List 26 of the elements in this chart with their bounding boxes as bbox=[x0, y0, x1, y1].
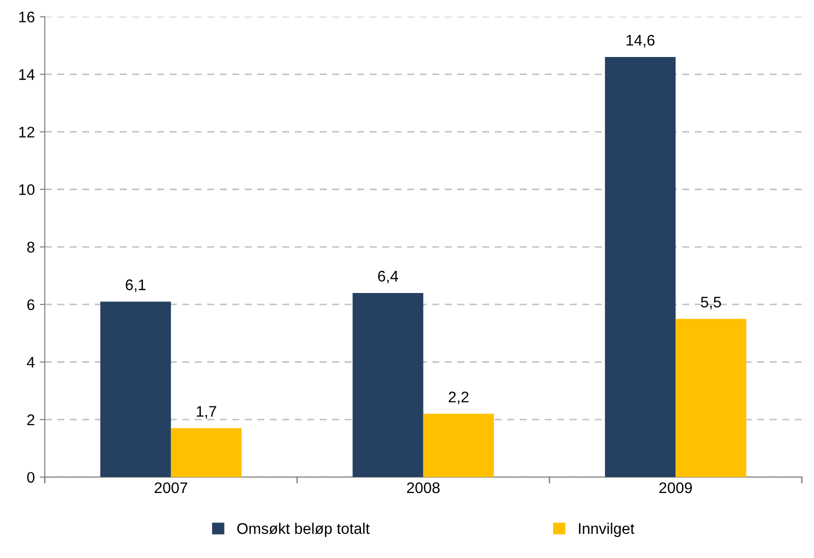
bar bbox=[604, 57, 676, 478]
data-label: 14,6 bbox=[626, 34, 654, 48]
data-label: 1,7 bbox=[196, 406, 216, 419]
x-tick-label: 2007 bbox=[154, 482, 188, 494]
y-tick-label: 14 bbox=[19, 69, 35, 80]
bar bbox=[423, 414, 494, 478]
x-tick-label: 2009 bbox=[659, 482, 692, 494]
data-label: 5,5 bbox=[700, 296, 721, 310]
legend-label: Omsøkt beløp totalt bbox=[237, 522, 370, 537]
y-tick-label: 8 bbox=[27, 242, 34, 253]
bar bbox=[170, 428, 242, 478]
data-label: 6,4 bbox=[378, 270, 398, 284]
bar bbox=[100, 302, 171, 478]
y-tick-label: 12 bbox=[19, 126, 34, 138]
data-label: 6,1 bbox=[126, 279, 146, 292]
data-label: 2,2 bbox=[448, 392, 468, 404]
bar bbox=[352, 292, 424, 478]
y-tick-label: 10 bbox=[19, 184, 34, 196]
y-tick-label: 2 bbox=[27, 414, 34, 426]
y-tick-label: 4 bbox=[26, 357, 35, 368]
bar bbox=[676, 318, 746, 478]
legend-label: Innvilget bbox=[578, 522, 634, 537]
y-tick-label: 0 bbox=[27, 472, 34, 483]
y-tick-label: 16 bbox=[19, 12, 34, 22]
y-tick-label: 6 bbox=[27, 299, 34, 310]
x-tick-label: 2008 bbox=[407, 482, 440, 494]
